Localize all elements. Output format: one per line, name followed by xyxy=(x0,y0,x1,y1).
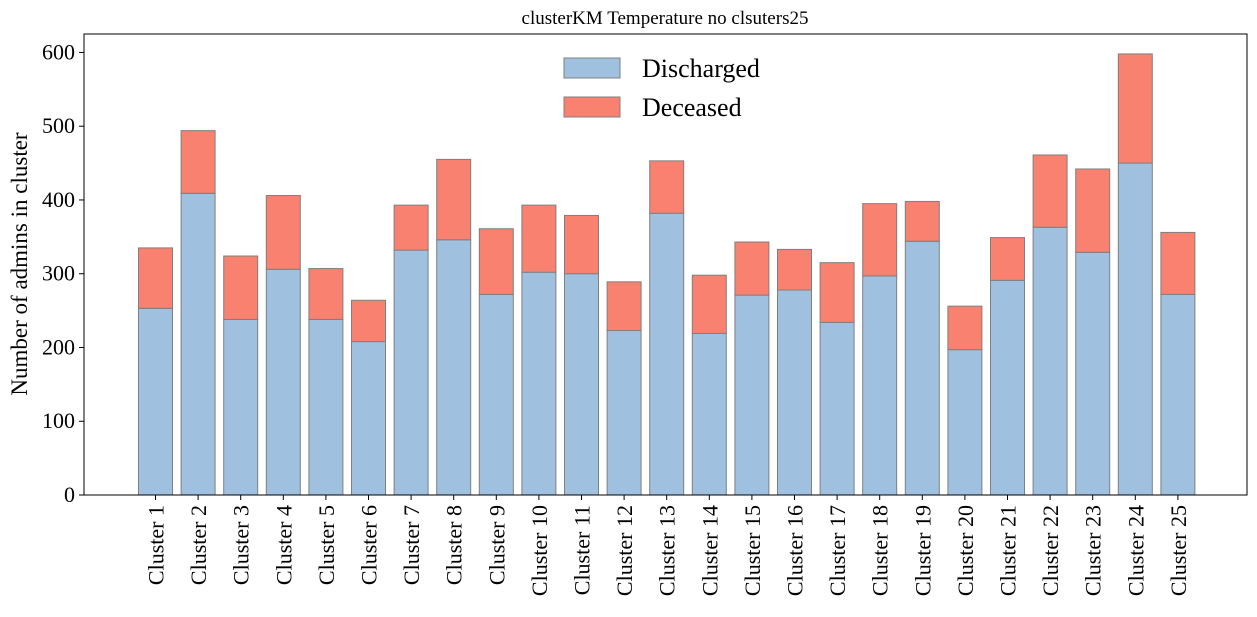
bar-deceased-6 xyxy=(351,299,386,343)
bar-discharged-11 xyxy=(564,273,599,496)
x-tick-label: Cluster 10 xyxy=(527,505,552,596)
bar-discharged-1 xyxy=(138,307,173,496)
x-tick-label: Cluster 13 xyxy=(655,505,680,596)
bar-discharged-19 xyxy=(904,240,940,496)
x-tick-label: Cluster 3 xyxy=(229,505,254,585)
bar-deceased-11 xyxy=(564,214,599,275)
bar-deceased-21 xyxy=(990,237,1025,281)
x-tick-label: Cluster 21 xyxy=(996,505,1021,596)
bar-discharged-24 xyxy=(1117,162,1153,496)
x-tick-label: Cluster 5 xyxy=(314,505,339,585)
y-tick-label: 600 xyxy=(42,39,75,64)
bar-deceased-25 xyxy=(1160,231,1196,295)
bar-deceased-10 xyxy=(521,204,557,273)
x-tick-label: Cluster 2 xyxy=(186,505,211,585)
bar-discharged-2 xyxy=(180,192,216,496)
bar-discharged-15 xyxy=(734,294,770,496)
y-tick-label: 200 xyxy=(42,334,75,359)
bar-discharged-23 xyxy=(1075,251,1111,496)
x-axis-ticks: Cluster 1 Cluster 2 Cluster 3 Cluster 4 Clus… xyxy=(144,495,1191,596)
bar-discharged-6 xyxy=(351,341,386,496)
bar-deceased-20 xyxy=(947,305,983,351)
bar-discharged-22 xyxy=(1032,226,1068,496)
x-tick-label: Cluster 22 xyxy=(1038,505,1063,596)
bar-discharged-9 xyxy=(478,293,514,496)
x-tick-label: Cluster 12 xyxy=(612,505,637,596)
x-tick-label: Cluster 15 xyxy=(740,505,765,596)
bar-deceased-15 xyxy=(734,241,770,296)
bar-deceased-12 xyxy=(606,281,642,332)
x-tick-label: Cluster 18 xyxy=(868,505,893,596)
x-tick-label: Cluster 17 xyxy=(825,505,850,596)
y-tick-label: 300 xyxy=(42,261,75,286)
x-tick-label: Cluster 8 xyxy=(442,505,467,585)
bar-discharged-13 xyxy=(649,212,685,496)
bars-group xyxy=(138,53,1196,496)
y-tick-label: 500 xyxy=(42,113,75,138)
x-tick-label: Cluster 9 xyxy=(484,505,509,585)
x-tick-label: Cluster 1 xyxy=(144,505,169,585)
x-tick-label: Cluster 7 xyxy=(399,505,424,585)
bar-deceased-8 xyxy=(436,158,472,241)
bar-discharged-17 xyxy=(819,321,855,496)
bar-discharged-3 xyxy=(223,318,259,496)
bar-deceased-9 xyxy=(478,228,514,295)
bar-discharged-25 xyxy=(1160,293,1196,496)
legend-swatch-deceased xyxy=(563,96,621,118)
x-tick-label: Cluster 6 xyxy=(357,505,382,585)
y-axis-label: Number of admins in cluster xyxy=(7,132,32,396)
bar-discharged-21 xyxy=(990,279,1025,496)
bar-deceased-16 xyxy=(777,248,812,291)
y-tick-label: 400 xyxy=(42,187,75,212)
bar-discharged-16 xyxy=(777,289,812,496)
bar-deceased-2 xyxy=(180,130,216,194)
bar-discharged-14 xyxy=(691,332,727,496)
bar-deceased-4 xyxy=(265,195,301,270)
bar-deceased-23 xyxy=(1075,168,1111,253)
x-tick-label: Cluster 16 xyxy=(783,505,808,596)
x-tick-label: Cluster 4 xyxy=(271,505,296,585)
bar-discharged-4 xyxy=(265,268,301,496)
bar-deceased-13 xyxy=(649,160,685,214)
bar-deceased-14 xyxy=(691,274,727,334)
x-tick-label: Cluster 24 xyxy=(1123,505,1148,596)
x-tick-label: Cluster 14 xyxy=(697,505,722,596)
bar-discharged-7 xyxy=(393,249,429,496)
legend-swatch-discharged xyxy=(563,57,621,79)
chart-title: clusterKM Temperature no clsuters25 xyxy=(522,8,809,29)
y-tick-label: 0 xyxy=(64,482,75,507)
bar-discharged-10 xyxy=(521,271,557,496)
legend: Discharged Deceased xyxy=(563,54,760,122)
y-tick-label: 100 xyxy=(42,408,75,433)
bar-deceased-24 xyxy=(1117,53,1153,164)
x-tick-label: Cluster 19 xyxy=(910,505,935,596)
bar-discharged-20 xyxy=(947,349,983,496)
bar-deceased-22 xyxy=(1032,154,1068,228)
bar-discharged-8 xyxy=(436,239,472,496)
legend-label-deceased: Deceased xyxy=(642,93,742,122)
y-axis-ticks: 0 100 200 300 400 500 600 xyxy=(42,39,84,507)
bar-deceased-3 xyxy=(223,255,259,320)
bar-discharged-5 xyxy=(308,318,344,496)
x-tick-label: Cluster 20 xyxy=(953,505,978,596)
legend-label-discharged: Discharged xyxy=(642,54,760,83)
x-tick-label: Cluster 23 xyxy=(1081,505,1106,596)
bar-deceased-19 xyxy=(904,200,940,242)
bar-deceased-1 xyxy=(138,247,173,309)
bar-discharged-18 xyxy=(862,275,898,496)
x-tick-label: Cluster 25 xyxy=(1166,505,1191,596)
bar-deceased-18 xyxy=(862,203,898,277)
bar-deceased-7 xyxy=(393,204,429,251)
bar-deceased-5 xyxy=(308,268,344,320)
plot-frame xyxy=(83,33,1248,496)
x-tick-label: Cluster 11 xyxy=(570,505,595,595)
bar-discharged-12 xyxy=(606,330,642,496)
bar-deceased-17 xyxy=(819,262,855,323)
